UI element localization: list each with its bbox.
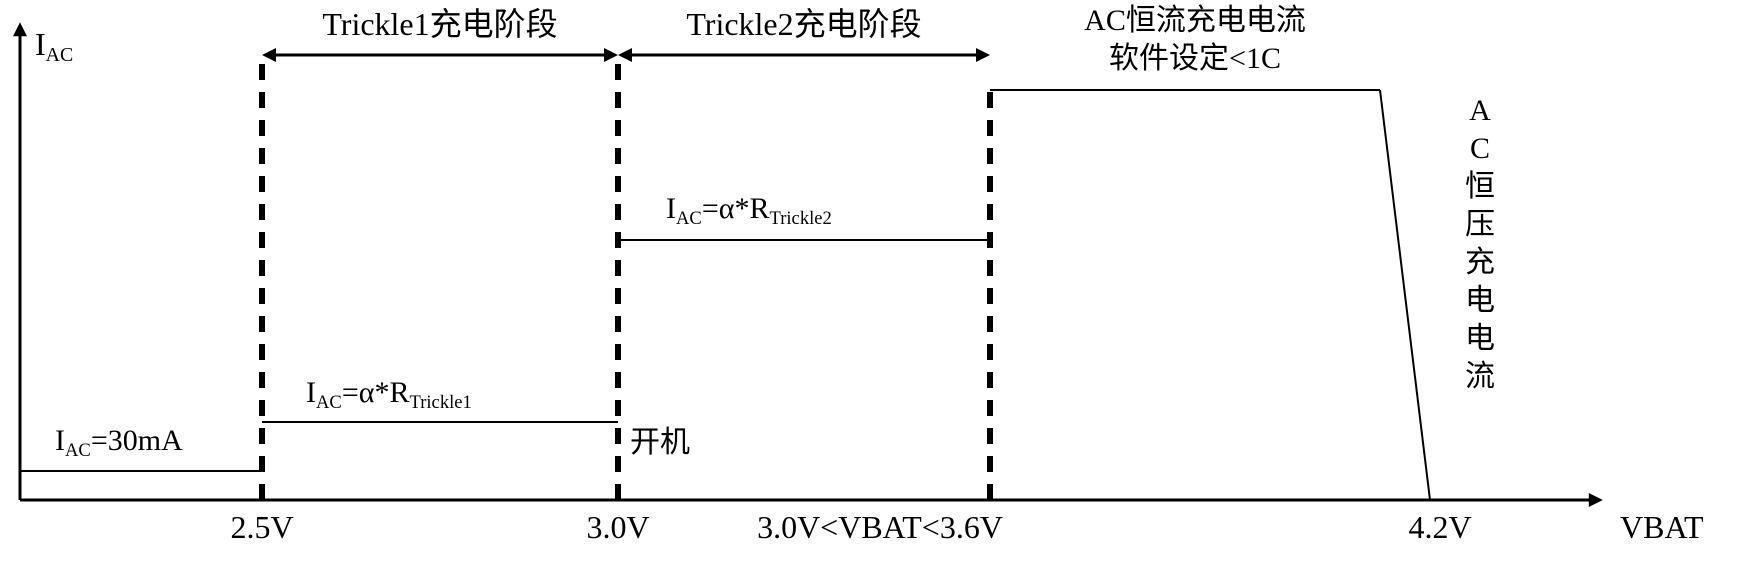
phase1-arrow-label: Trickle1充电阶段 [322, 6, 557, 42]
cc-label-line2: 软件设定<1C [1109, 42, 1281, 75]
phase2-arrow-label: Trickle2充电阶段 [686, 6, 921, 42]
cv-vertical-char-7: 流 [1465, 360, 1495, 393]
x-axis-label: VBAT [1620, 509, 1704, 545]
x-tick-1: 3.0V [586, 509, 649, 545]
cv-vertical-char-2: 恒 [1465, 170, 1495, 203]
cv-vertical-char-5: 电 [1465, 284, 1495, 317]
cc-label-line1: AC恒流充电电流 [1084, 4, 1306, 37]
label-boot: 开机 [630, 426, 690, 459]
x-range-label: 3.0V<VBAT<3.6V [757, 509, 1003, 545]
cv-vertical-char-3: 压 [1465, 208, 1495, 241]
cv-vertical-char-0: A [1469, 94, 1491, 127]
chart-background [0, 0, 1751, 565]
x-tick-0: 2.5V [230, 509, 293, 545]
x-end-label: 4.2V [1408, 509, 1471, 545]
cv-vertical-char-1: C [1470, 132, 1490, 165]
cv-vertical-char-6: 电 [1465, 322, 1495, 355]
cv-vertical-char-4: 充 [1465, 246, 1495, 279]
